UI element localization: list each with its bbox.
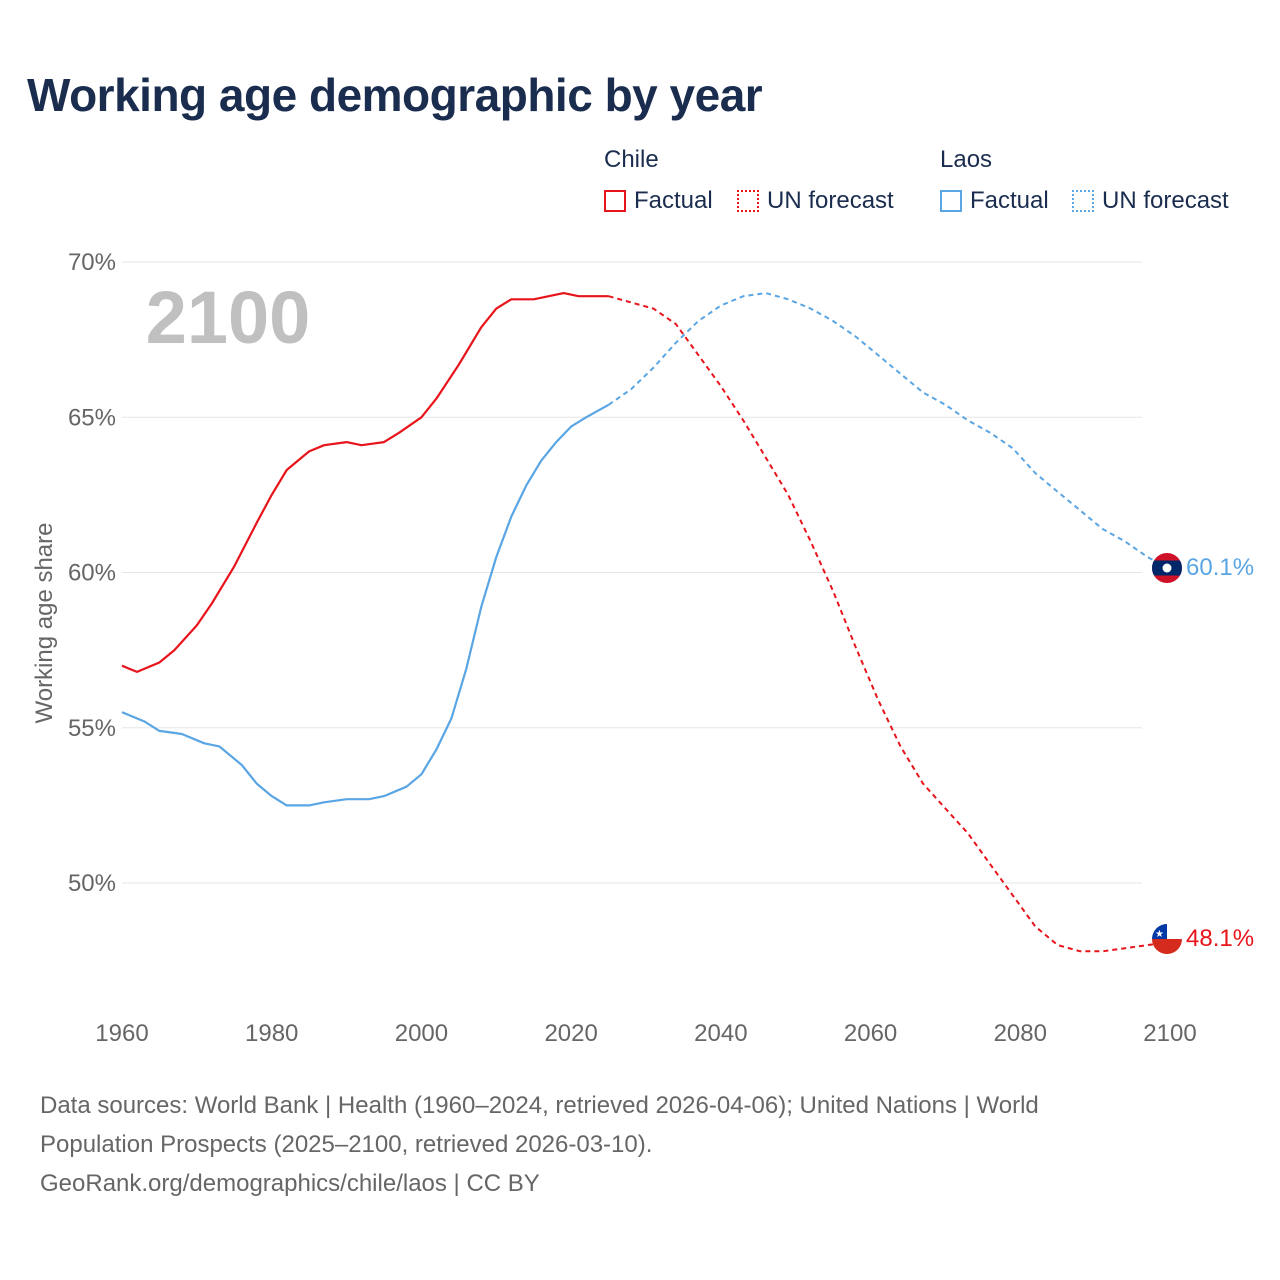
y-axis-label: Working age share xyxy=(31,523,58,724)
chile-factual-line[interactable] xyxy=(121,292,609,673)
x-tick-label: 2060 xyxy=(844,1020,897,1047)
legend-laos-forecast[interactable]: UN forecast xyxy=(1072,187,1229,215)
data-sources: Data sources: World Bank | Health (1960–… xyxy=(40,1086,1220,1203)
chile-forecast-line[interactable] xyxy=(608,295,1171,953)
legend-chile-forecast-label: UN forecast xyxy=(767,187,894,214)
source-link[interactable]: GeoRank.org/demographics/chile/laos | CC… xyxy=(40,1170,540,1197)
y-tick-label: 55% xyxy=(68,715,116,742)
laos-factual-line[interactable] xyxy=(121,403,610,807)
legend-chile-forecast[interactable]: UN forecast xyxy=(737,187,894,215)
legend-chile-factual-swatch xyxy=(604,190,626,212)
source-line-2: Population Prospects (2025–2100, retriev… xyxy=(40,1131,653,1158)
y-tick-label: 65% xyxy=(68,404,116,431)
legend-chile-forecast-swatch xyxy=(737,190,759,212)
laos-end-value-label: 60.1% xyxy=(1186,554,1254,581)
legend-laos-name: Laos xyxy=(940,146,993,173)
x-tick-label: 2040 xyxy=(694,1020,747,1047)
legend-laos-factual[interactable]: Factual xyxy=(940,187,1049,215)
svg-text:★: ★ xyxy=(1155,929,1164,940)
x-tick-label: 1980 xyxy=(245,1020,298,1047)
legend-laos-factual-swatch xyxy=(940,190,962,212)
laos-flag-icon xyxy=(1152,553,1182,583)
x-tick-label: 2100 xyxy=(1143,1020,1196,1047)
legend-chile-name: Chile xyxy=(604,146,659,173)
x-tick-label: 2020 xyxy=(544,1020,597,1047)
laos-forecast-line[interactable] xyxy=(608,292,1171,571)
y-tick-label: 60% xyxy=(68,560,116,587)
legend-chile-factual[interactable]: Factual xyxy=(604,187,713,215)
chile-flag-icon: ★ xyxy=(1152,924,1182,954)
y-tick-label: 50% xyxy=(68,870,116,897)
x-tick-label: 2000 xyxy=(395,1020,448,1047)
legend-laos-factual-label: Factual xyxy=(970,187,1049,214)
source-line-1: Data sources: World Bank | Health (1960–… xyxy=(40,1092,1039,1119)
legend-laos-forecast-label: UN forecast xyxy=(1102,187,1229,214)
x-tick-label: 2080 xyxy=(994,1020,1047,1047)
legend-laos-forecast-swatch xyxy=(1072,190,1094,212)
chart-title: Working age demographic by year xyxy=(27,69,763,121)
y-tick-label: 70% xyxy=(68,249,116,276)
line-chart: 2100 50% 55% 60% 65% 70% 1960 1980 2000 2020 2040… xyxy=(31,249,1254,1047)
year-watermark: 2100 xyxy=(146,276,311,359)
chile-end-value-label: 48.1% xyxy=(1186,925,1254,952)
legend-chile-factual-label: Factual xyxy=(634,187,713,214)
x-tick-label: 1960 xyxy=(95,1020,148,1047)
